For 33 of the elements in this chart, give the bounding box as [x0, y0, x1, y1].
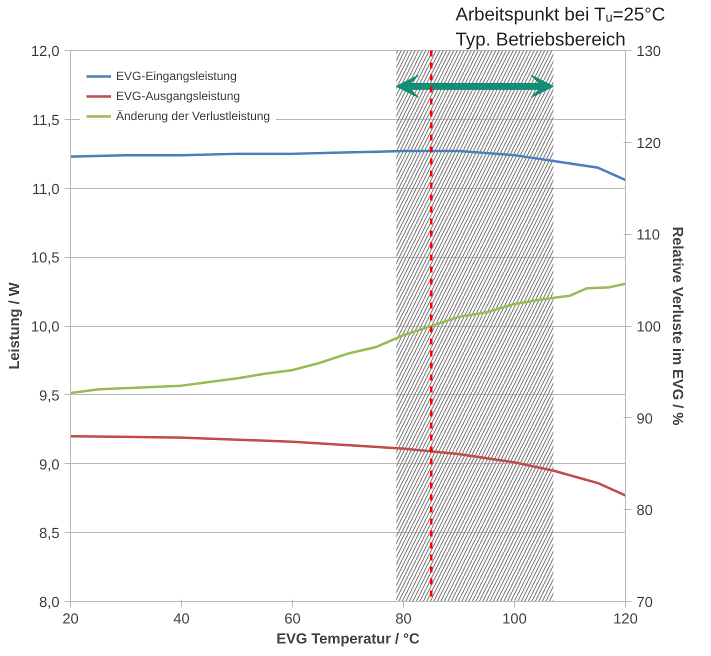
y-tick-label: 10,0: [30, 320, 60, 336]
y-tick-label: 8,0: [39, 595, 60, 611]
y-tick-label: 11,0: [32, 182, 60, 198]
x-tick-label: 100: [502, 612, 527, 628]
legend-label: Änderung der Verlustleistung: [116, 109, 270, 123]
y2-tick-label: 90: [636, 411, 653, 428]
line-series: [70, 282, 626, 394]
legend-label: EVG-Ausgangsleistung: [116, 89, 240, 103]
band-label: Typ. Betriebsbereich: [456, 28, 626, 50]
y2-axis-title: Relative Verluste im EVG / %: [668, 226, 685, 426]
x-tick-label: 80: [395, 612, 412, 628]
y-tick-label: 10,5: [30, 250, 60, 267]
y-tick-label: 9,0: [39, 457, 60, 474]
y2-tick-label: 70: [636, 595, 653, 611]
y2-tick-label: 80: [636, 503, 653, 520]
text: Arbeitspunkt bei Tᵤ=25°C: [456, 4, 666, 24]
y2-tick-label: 130: [636, 44, 661, 60]
y2-tick-label: 100: [636, 320, 661, 336]
y-axis-title: Leistung / W: [6, 282, 23, 370]
y-tick-label: 12,0: [30, 44, 60, 60]
y2-tick-label: 110: [636, 228, 660, 244]
x-tick-label: 60: [284, 612, 301, 628]
y2-tick-label: 120: [636, 136, 661, 152]
legend-label: EVG-Eingangsleistung: [116, 69, 237, 83]
line-series: [70, 434, 626, 497]
x-tick-label: 40: [173, 612, 190, 628]
x-tick-label: 20: [62, 612, 79, 628]
x-tick-label: 120: [613, 612, 638, 628]
y-tick-label: 9,5: [39, 388, 60, 404]
line-series: [70, 150, 626, 182]
x-axis-title: EVG Temperatur / °C: [276, 632, 420, 648]
y-tick-label: 8,5: [39, 526, 60, 542]
y-tick-label: 11,5: [32, 112, 60, 129]
